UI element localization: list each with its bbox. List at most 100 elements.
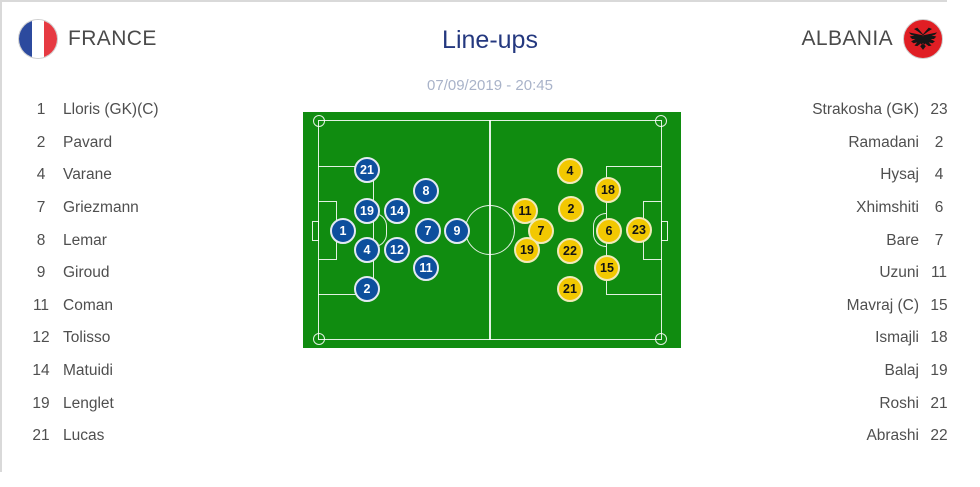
home-team-header: FRANCE [18,19,157,59]
player-name: Xhimshiti [856,199,919,217]
away-player-row: Balaj 19 [740,355,951,388]
player-name: Bare [886,231,919,249]
player-number: 2 [36,133,46,151]
away-player-marker: 11 [512,198,538,224]
away-player-row: Ismajli 18 [740,322,951,355]
france-flag-blue-stripe [19,20,32,58]
player-number: 22 [930,427,948,445]
home-player-row: 2 Pavard [28,127,298,160]
home-player-row: 7 Griezmann [28,192,298,225]
away-player-marker: 23 [626,217,652,243]
player-name: Coman [63,296,113,314]
home-player-marker: 9 [444,218,470,244]
away-player-marker: 2 [558,196,584,222]
player-number: 8 [36,231,46,249]
away-player-marker: 4 [557,158,583,184]
player-number: 2 [934,133,944,151]
away-player-marker: 6 [596,218,622,244]
away-player-row: Abrashi 22 [740,420,951,453]
albania-eagle-glyph [908,27,938,50]
home-player-marker: 14 [384,198,410,224]
player-name: Lenglet [63,394,114,412]
player-name: Abrashi [866,427,919,445]
home-player-row: 19 Lenglet [28,387,298,420]
away-player-row: Xhimshiti 6 [740,192,951,225]
player-number: 4 [934,166,944,184]
player-number: 21 [32,427,50,445]
away-player-marker: 19 [514,237,540,263]
player-name: Tolisso [63,329,111,347]
player-number: 18 [930,329,948,347]
player-number: 23 [930,101,948,119]
player-number: 15 [930,296,948,314]
match-datetime: 07/09/2019 - 20:45 [427,77,553,94]
away-team-header: ALBANIA [801,19,943,59]
away-player-row: Mavraj (C) 15 [740,290,951,323]
france-flag-icon [18,19,58,59]
albania-flag-icon [903,19,943,59]
home-player-row: 8 Lemar [28,224,298,257]
home-player-row: 9 Giroud [28,257,298,290]
corner-arc-bottom-right [655,333,667,345]
away-player-row: Uzuni 11 [740,257,951,290]
player-number: 12 [32,329,50,347]
player-name: Roshi [879,394,919,412]
home-player-marker: 21 [354,157,380,183]
away-player-row: Hysaj 4 [740,159,951,192]
player-number: 11 [32,296,50,314]
player-name: Giroud [63,264,110,282]
away-player-marker: 15 [594,255,620,281]
goal-left [312,221,319,241]
player-name: Mavraj (C) [846,296,919,314]
home-player-row: 11 Coman [28,290,298,323]
page-title: Line-ups [442,26,538,54]
player-number: 9 [36,264,46,282]
home-player-row: 1 Lloris (GK)(C) [28,94,298,127]
away-player-marker: 22 [557,238,583,264]
home-player-marker: 4 [354,237,380,263]
away-player-marker: 18 [595,177,621,203]
player-name: Uzuni [879,264,919,282]
player-name: Pavard [63,133,113,151]
player-name: Ismajli [875,329,919,347]
player-name: Strakosha (GK) [812,101,919,119]
player-name: Lucas [63,427,105,445]
away-player-row: Roshi 21 [740,387,951,420]
france-flag-white-stripe [31,20,45,58]
home-player-marker: 11 [413,255,439,281]
home-player-marker: 7 [415,218,441,244]
home-player-row: 4 Varane [28,159,298,192]
player-name: Varane [63,166,112,184]
away-player-row: Ramadani 2 [740,127,951,160]
away-player-list: Strakosha (GK) 23 Ramadani 2 Hysaj 4 Xhimshiti… [740,94,951,453]
home-player-marker: 1 [330,218,356,244]
pitch: 1 21 19 4 2 14 12 8 7 11 9 4 18 2 11 7 19 22 6 23 15 21 [303,112,681,348]
player-number: 21 [930,394,948,412]
home-player-marker: 8 [413,178,439,204]
player-number: 19 [32,394,50,412]
player-number: 19 [930,362,948,380]
player-name: Hysaj [880,166,919,184]
goal-right [661,221,668,241]
away-player-row: Bare 7 [740,224,951,257]
home-player-marker: 12 [384,237,410,263]
player-number: 7 [934,231,944,249]
player-number: 11 [930,264,948,282]
home-team-name: FRANCE [68,27,157,50]
player-number: 4 [36,166,46,184]
corner-arc-top-left [313,115,325,127]
player-number: 7 [36,199,46,217]
player-number: 14 [32,362,50,380]
home-player-marker: 2 [354,276,380,302]
player-number: 6 [934,199,944,217]
corner-arc-top-right [655,115,667,127]
home-player-list: 1 Lloris (GK)(C) 2 Pavard 4 Varane 7 Griezmann 8… [28,94,298,453]
pitch-center-circle [465,205,515,255]
player-name: Matuidi [63,362,113,380]
away-team-name: ALBANIA [801,27,893,50]
player-name: Griezmann [63,199,139,217]
away-player-marker: 21 [557,276,583,302]
player-name: Lloris (GK)(C) [63,101,159,119]
home-player-row: 14 Matuidi [28,355,298,388]
